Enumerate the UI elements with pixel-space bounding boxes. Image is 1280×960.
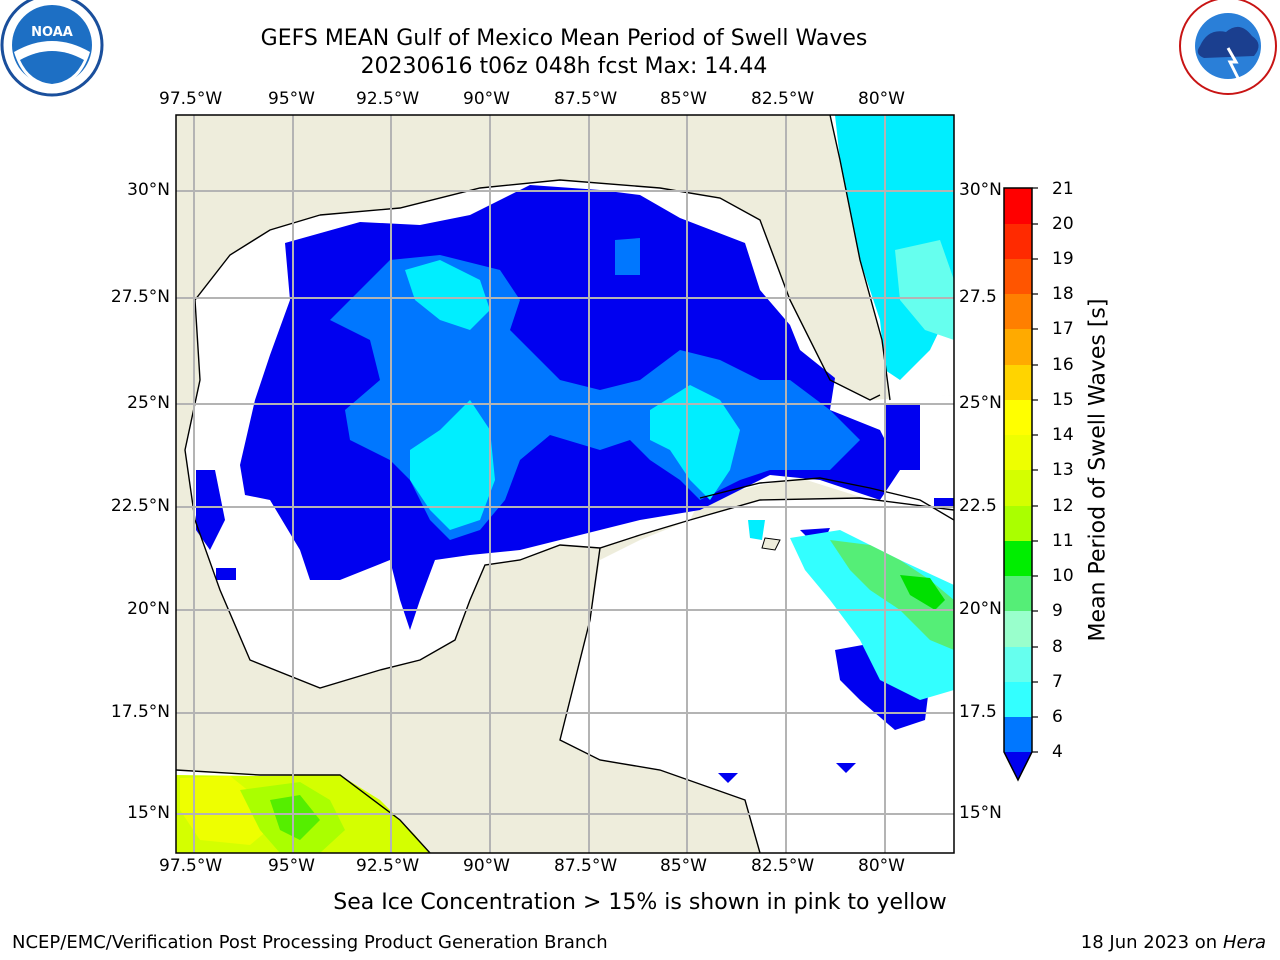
lon-label-bottom: 97.5°W (159, 856, 223, 876)
colorbar-tick-label: 12 (1052, 496, 1074, 516)
colorbar-extend-triangle (1004, 752, 1032, 780)
lat-label-right: 17.5 (959, 702, 997, 722)
colorbar-tick-label: 18 (1052, 284, 1074, 304)
lat-label-left: 30°N (127, 180, 170, 200)
colorbar-segment (1004, 647, 1032, 682)
lat-label-left: 25°N (127, 393, 170, 413)
footer-date: 18 Jun 2023 on Hera (1081, 932, 1266, 953)
colorbar-tick-label: 9 (1052, 601, 1063, 621)
lat-label-right: 22.5 (959, 496, 997, 516)
lat-label-left: 27.5°N (110, 287, 170, 307)
lon-label-top: 97.5°W (159, 89, 223, 109)
colorbar-tick-label: 14 (1052, 425, 1074, 445)
colorbar-segment (1004, 294, 1032, 329)
map-title: GEFS MEAN Gulf of Mexico Mean Period of … (260, 26, 868, 51)
noaa-logo: NOAA (0, 0, 104, 97)
nws-logo (1179, 0, 1277, 95)
colorbar-label: Mean Period of Swell Waves [s] (1085, 298, 1111, 642)
colorbar-segment (1004, 611, 1032, 647)
map-subtitle: 20230616 t06z 048h fcst Max: 14.44 (360, 54, 768, 79)
colorbar-segment (1004, 259, 1032, 294)
colorbar-segment (1004, 470, 1032, 506)
colorbar-segment (1004, 329, 1032, 365)
colorbar-tick-label: 4 (1052, 742, 1063, 762)
colorbar-tick-label: 20 (1052, 214, 1074, 234)
lon-label-bottom: 92.5°W (356, 856, 420, 876)
lat-label-right: 15°N (959, 803, 1002, 823)
colorbar-tick-label: 10 (1052, 566, 1074, 586)
colorbar-segment (1004, 682, 1032, 717)
lon-label-bottom: 90°W (463, 856, 510, 876)
colorbar-segment (1004, 435, 1032, 470)
lon-label-top: 85°W (660, 89, 707, 109)
colorbar-segment (1004, 365, 1032, 400)
lat-label-right: 25°N (959, 393, 1002, 413)
lon-label-top: 80°W (858, 89, 905, 109)
colorbar-tick-label: 8 (1052, 637, 1063, 657)
lon-label-top: 95°W (268, 89, 315, 109)
lon-label-bottom: 82.5°W (751, 856, 815, 876)
colorbar-tick-label: 6 (1052, 707, 1063, 727)
colorbar-segment (1004, 717, 1032, 752)
lon-label-top: 82.5°W (751, 89, 815, 109)
colorbar-tick-label: 16 (1052, 355, 1074, 375)
map-area (176, 115, 954, 853)
map-frame (175, 114, 955, 854)
sea-ice-note-text: Sea Ice Concentration > 15% is shown in … (333, 890, 947, 915)
colorbar-segment (1004, 576, 1032, 611)
lon-label-bottom: 87.5°W (554, 856, 618, 876)
colorbar-tick-label: 11 (1052, 531, 1074, 551)
lat-label-left: 15°N (127, 803, 170, 823)
lat-label-left: 22.5°N (110, 496, 170, 516)
colorbar-tick-label: 21 (1052, 179, 1074, 199)
colorbar-tick-label: 15 (1052, 390, 1074, 410)
lat-label-right: 27.5 (959, 287, 997, 307)
footer-host: Hera (1222, 932, 1266, 953)
lon-label-top: 90°W (463, 89, 510, 109)
noaa-logo-text: NOAA (31, 25, 73, 40)
sea-ice-note: Sea Ice Concentration > 15% is shown in … (0, 890, 1280, 915)
colorbar (1003, 187, 1038, 782)
colorbar-segment (1004, 541, 1032, 576)
footer-credit: NCEP/EMC/Verification Post Processing Pr… (12, 932, 608, 953)
colorbar-frame (1003, 187, 1033, 782)
lat-label-right: 30°N (959, 180, 1002, 200)
lat-label-left: 17.5°N (110, 702, 170, 722)
lon-label-top: 87.5°W (554, 89, 618, 109)
colorbar-segment (1004, 400, 1032, 435)
lat-label-left: 20°N (127, 599, 170, 619)
colorbar-segment (1004, 224, 1032, 259)
lat-label-right: 20°N (959, 599, 1002, 619)
colorbar-segment (1004, 506, 1032, 541)
map-gridlines (176, 115, 954, 853)
lon-label-top: 92.5°W (356, 89, 420, 109)
colorbar-tick-label: 13 (1052, 460, 1074, 480)
footer-date-text: 18 Jun 2023 on (1080, 932, 1218, 953)
colorbar-tick-label: 17 (1052, 319, 1074, 339)
colorbar-segment (1004, 188, 1032, 224)
lon-label-bottom: 80°W (858, 856, 905, 876)
colorbar-tick-label: 19 (1052, 249, 1074, 269)
colorbar-tick-label: 7 (1052, 672, 1063, 692)
lon-label-bottom: 95°W (268, 856, 315, 876)
lon-label-bottom: 85°W (660, 856, 707, 876)
